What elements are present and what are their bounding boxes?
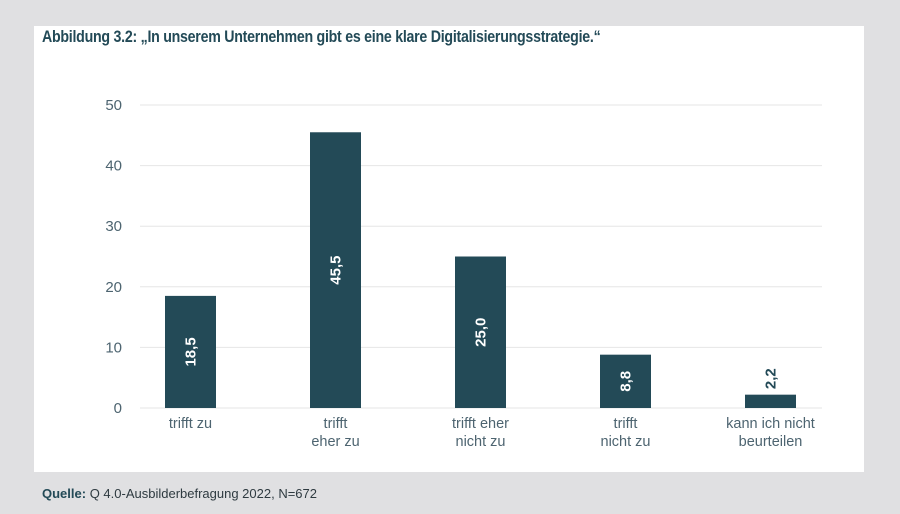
source-note: Quelle: Q 4.0-Ausbilderbefragung 2022, N… [42, 486, 317, 501]
source-text: Q 4.0-Ausbilderbefragung 2022, N=672 [89, 486, 317, 501]
x-category-label: trifft zu [169, 416, 212, 432]
x-category-label: trifft [614, 416, 638, 432]
x-category-label: trifft eher [452, 416, 509, 432]
bar [455, 256, 506, 408]
y-tick-label: 0 [114, 400, 122, 417]
y-tick-label: 50 [105, 97, 122, 114]
value-label: 8,8 [618, 371, 635, 392]
x-category-label: nicht zu [456, 434, 506, 450]
source-label: Quelle: [42, 486, 87, 501]
value-label: 2,2 [763, 368, 780, 389]
value-label: 18,5 [183, 337, 200, 366]
value-label: 25,0 [473, 318, 490, 347]
x-category-label: beurteilen [739, 434, 803, 450]
value-label: 45,5 [328, 256, 345, 285]
x-category-label: nicht zu [601, 434, 651, 450]
y-tick-label: 20 [105, 279, 122, 296]
x-category-label: eher zu [311, 434, 359, 450]
bar [165, 295, 216, 408]
y-tick-label: 30 [105, 218, 122, 235]
x-category-label: trifft [324, 416, 348, 432]
bar [600, 354, 651, 408]
y-tick-label: 10 [105, 339, 122, 356]
bar [745, 394, 796, 408]
bar [310, 132, 361, 408]
x-category-label: kann ich nicht [726, 416, 815, 432]
chart-title: Abbildung 3.2: „In unserem Unternehmen g… [42, 28, 601, 46]
y-tick-label: 40 [105, 158, 122, 175]
